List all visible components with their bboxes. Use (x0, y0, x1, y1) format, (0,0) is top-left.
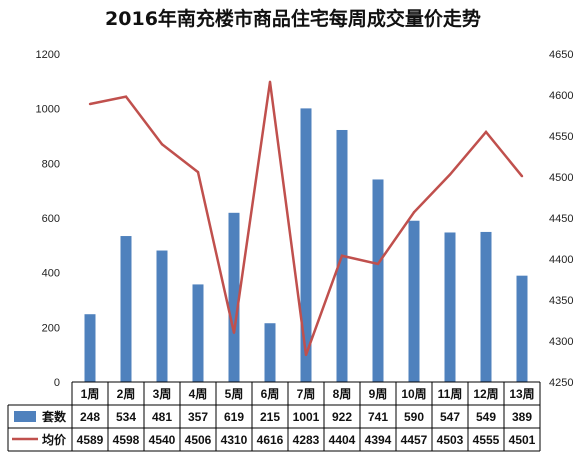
bar (264, 323, 276, 382)
bar (300, 108, 312, 382)
table-cell-count: 741 (368, 410, 388, 424)
line-point (448, 173, 452, 176)
legend-bar-label: 套数 (41, 409, 67, 424)
table-cell-price: 4598 (113, 433, 140, 447)
y-right-tick-label: 4450 (549, 213, 573, 225)
x-tick-label: 1周 (81, 387, 100, 401)
table-cell-count: 922 (332, 410, 352, 424)
table-cell-price: 4503 (437, 433, 464, 447)
table-cell-count: 1001 (293, 410, 320, 424)
chart-title: 2016年南充楼市商品住宅每周成交量价走势 (105, 8, 481, 30)
line-point (232, 331, 236, 334)
table-cell-count: 357 (188, 410, 208, 424)
line-point (124, 95, 128, 98)
y-left-tick-label: 1000 (36, 104, 60, 116)
line-point (340, 254, 344, 257)
line-point (412, 211, 416, 214)
y-left-tick-label: 600 (42, 213, 60, 225)
bar (444, 232, 456, 382)
legend-line-label: 均价 (42, 432, 67, 447)
y-left-tick-label: 400 (42, 268, 60, 280)
y-right-tick-label: 4500 (549, 172, 573, 184)
bar (516, 275, 528, 382)
table-cell-count: 481 (152, 410, 172, 424)
table-cell-count: 590 (404, 410, 424, 424)
bar (480, 231, 492, 382)
x-tick-label: 2周 (117, 387, 136, 401)
table-cell-count: 549 (476, 410, 496, 424)
bar (120, 236, 132, 382)
x-tick-label: 3周 (153, 387, 172, 401)
table-cell-count: 215 (260, 410, 280, 424)
y-left-tick-label: 0 (54, 377, 60, 389)
x-tick-label: 5周 (225, 387, 244, 401)
line-point (376, 262, 380, 266)
x-tick-label: 11周 (438, 387, 463, 401)
legend-bar-swatch (14, 411, 36, 422)
line-point (268, 80, 272, 84)
line-point (196, 170, 200, 174)
table-cell-count: 248 (80, 410, 100, 424)
line-point (160, 143, 164, 146)
table-cell-price: 4555 (473, 433, 500, 447)
y-right-tick-label: 4400 (549, 254, 573, 266)
line-point (304, 353, 308, 357)
y-left-tick-label: 800 (42, 158, 60, 170)
table-cell-price: 4394 (365, 433, 392, 447)
y-right-tick-label: 4550 (549, 131, 573, 143)
x-tick-label: 12周 (473, 387, 498, 401)
y-right-tick-label: 4300 (549, 336, 573, 348)
table-cell-price: 4283 (293, 433, 320, 447)
table-cell-price: 4310 (221, 433, 248, 447)
y-right-tick-label: 4600 (549, 90, 573, 102)
x-tick-label: 4周 (189, 387, 208, 401)
bar (84, 314, 96, 382)
bar (228, 212, 240, 382)
line-point (88, 102, 92, 106)
bar (408, 220, 420, 382)
y-left-tick-label: 1200 (36, 49, 60, 61)
table-cell-count: 534 (116, 410, 136, 424)
table-cell-price: 4501 (509, 433, 536, 447)
x-tick-label: 6周 (261, 387, 280, 401)
line-point (484, 130, 488, 134)
y-right-tick-label: 4350 (549, 295, 573, 307)
y-right-tick-label: 4250 (549, 377, 573, 389)
table-cell-price: 4589 (77, 433, 104, 447)
table-cell-price: 4540 (149, 433, 176, 447)
line-point (520, 174, 524, 178)
bar (192, 284, 204, 382)
bar (156, 250, 168, 382)
table-cell-count: 389 (512, 410, 532, 424)
table-cell-price: 4506 (185, 433, 212, 447)
table-cell-count: 547 (440, 410, 460, 424)
x-tick-label: 10周 (401, 387, 426, 401)
x-tick-label: 13周 (509, 387, 534, 401)
table-cell-price: 4457 (401, 433, 428, 447)
bar (372, 179, 384, 382)
y-right-tick-label: 4650 (549, 49, 573, 61)
table-cell-price: 4616 (257, 433, 284, 447)
table-cell-count: 619 (224, 410, 244, 424)
x-tick-label: 7周 (297, 387, 316, 401)
y-left-tick-label: 200 (42, 322, 60, 334)
x-tick-label: 9周 (369, 387, 388, 401)
table-cell-price: 4404 (329, 433, 356, 447)
x-tick-label: 8周 (333, 387, 352, 401)
